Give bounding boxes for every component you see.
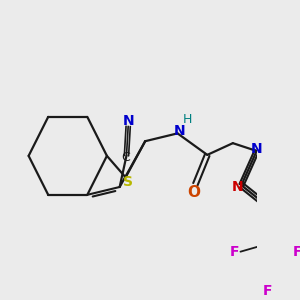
Text: C: C	[121, 151, 130, 164]
Text: F: F	[263, 284, 272, 298]
Text: F: F	[293, 245, 300, 259]
Text: F: F	[230, 245, 239, 259]
Text: H: H	[183, 113, 192, 126]
Text: O: O	[187, 184, 200, 200]
Text: N: N	[251, 142, 262, 156]
Text: N: N	[122, 115, 134, 128]
Text: N: N	[173, 124, 185, 138]
Text: S: S	[123, 175, 133, 189]
Text: N: N	[231, 180, 243, 194]
